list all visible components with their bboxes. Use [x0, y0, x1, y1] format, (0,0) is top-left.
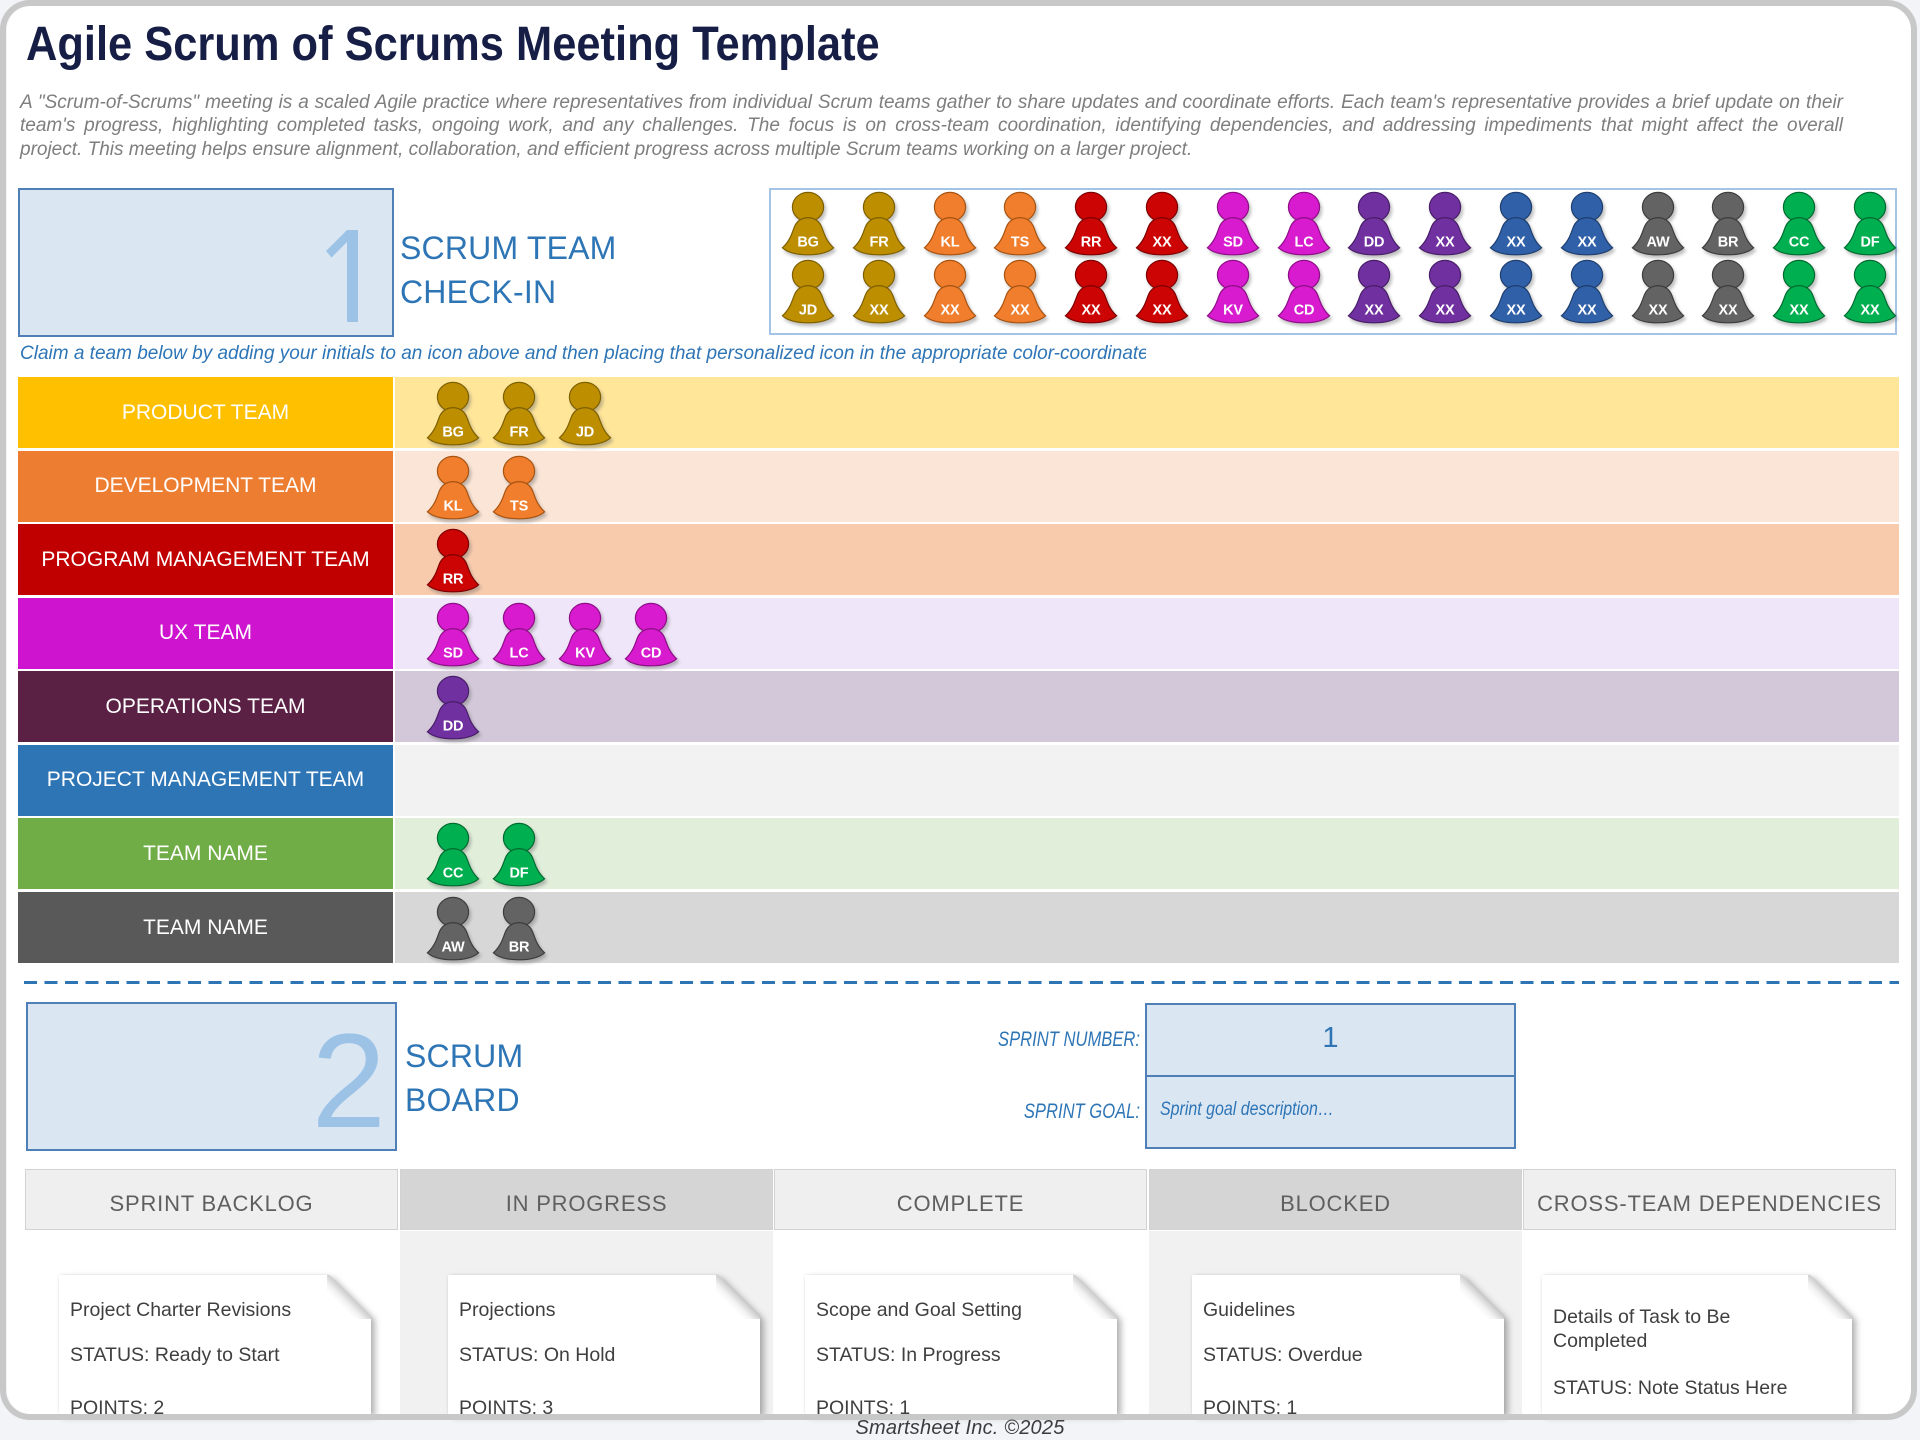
svg-text:XX: XX	[1861, 303, 1880, 319]
svg-text:XX: XX	[1082, 303, 1101, 319]
svg-text:XX: XX	[1011, 303, 1030, 319]
svg-text:XX: XX	[1648, 303, 1667, 319]
svg-text:CC: CC	[443, 866, 464, 882]
svg-text:XX: XX	[1790, 303, 1809, 319]
svg-text:XX: XX	[1507, 303, 1526, 319]
svg-text:TS: TS	[1011, 235, 1030, 251]
svg-text:BG: BG	[797, 235, 818, 251]
svg-text:XX: XX	[1365, 303, 1384, 319]
svg-text:FR: FR	[510, 425, 530, 441]
svg-text:XX: XX	[1436, 235, 1455, 251]
svg-text:AW: AW	[442, 940, 465, 956]
svg-text:XX: XX	[1577, 235, 1596, 251]
svg-text:XX: XX	[1436, 303, 1455, 319]
svg-text:BR: BR	[509, 940, 530, 956]
svg-text:DD: DD	[443, 719, 464, 735]
svg-text:KL: KL	[444, 498, 463, 514]
svg-text:XX: XX	[1153, 235, 1172, 251]
svg-text:SD: SD	[1223, 235, 1243, 251]
svg-text:KV: KV	[1223, 303, 1243, 319]
svg-text:XX: XX	[940, 303, 959, 319]
svg-text:KV: KV	[575, 645, 595, 661]
svg-text:CD: CD	[641, 645, 662, 661]
svg-text:BR: BR	[1718, 235, 1739, 251]
svg-text:DD: DD	[1364, 235, 1385, 251]
svg-text:XX: XX	[1153, 303, 1172, 319]
svg-text:FR: FR	[869, 235, 889, 251]
svg-text:BG: BG	[442, 425, 463, 441]
svg-text:XX: XX	[1507, 235, 1526, 251]
svg-text:AW: AW	[1646, 235, 1669, 251]
svg-text:CC: CC	[1789, 235, 1810, 251]
svg-text:XX: XX	[1719, 303, 1738, 319]
svg-text:RR: RR	[1081, 235, 1102, 251]
svg-text:LC: LC	[1294, 235, 1314, 251]
svg-text:XX: XX	[869, 303, 888, 319]
svg-text:JD: JD	[576, 425, 594, 441]
svg-text:CD: CD	[1293, 303, 1314, 319]
svg-text:LC: LC	[510, 645, 530, 661]
svg-text:JD: JD	[799, 303, 817, 319]
svg-text:DF: DF	[510, 866, 529, 882]
svg-text:RR: RR	[443, 572, 464, 588]
svg-text:SD: SD	[443, 645, 463, 661]
svg-text:XX: XX	[1577, 303, 1596, 319]
svg-text:TS: TS	[510, 498, 529, 514]
svg-text:KL: KL	[940, 235, 959, 251]
svg-text:DF: DF	[1861, 235, 1880, 251]
